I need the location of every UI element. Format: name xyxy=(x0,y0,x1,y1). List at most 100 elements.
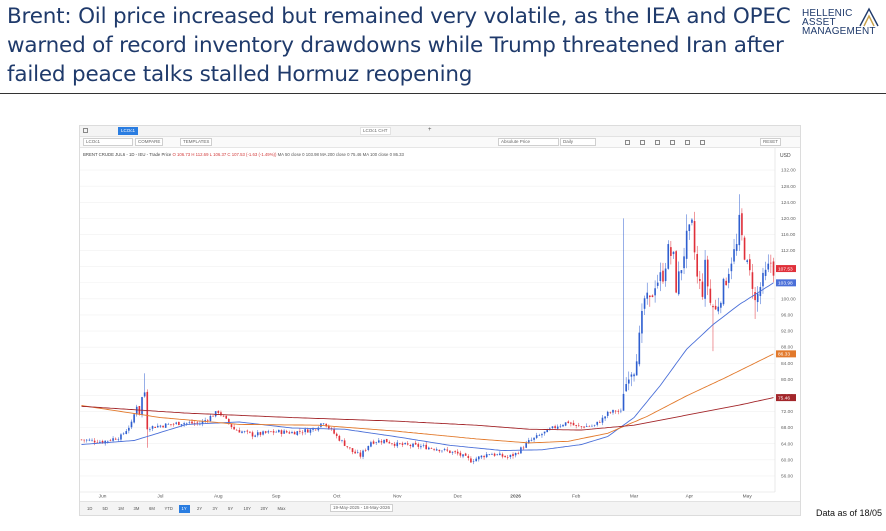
interval-select[interactable]: Daily xyxy=(560,138,596,146)
candle-body xyxy=(228,419,230,424)
candle-body xyxy=(354,451,356,454)
candle-body xyxy=(293,432,296,435)
candle-body xyxy=(517,453,520,454)
settings-icon[interactable] xyxy=(655,140,660,145)
menu-icon[interactable] xyxy=(83,128,88,133)
candle-body xyxy=(683,256,685,269)
candle-body xyxy=(541,434,543,436)
ma-line-ma100 xyxy=(81,353,774,444)
chart-platform-screenshot: LCOc1 LCOc1 CHT + LCOc1 COMPARE TEMPLATE… xyxy=(79,125,801,516)
compare-button[interactable]: COMPARE xyxy=(135,138,164,146)
candle-body xyxy=(425,444,428,450)
range-button-3y[interactable]: 3Y xyxy=(212,506,218,511)
y-tick-label: 124.00 xyxy=(781,200,796,206)
y-tick-label: 120.00 xyxy=(781,216,796,222)
candle-body xyxy=(214,411,217,417)
ma-price-tag-label: 103.98 xyxy=(778,281,793,287)
draw-tool-icon[interactable] xyxy=(625,140,630,145)
ticker-input[interactable]: LCOc1 xyxy=(83,138,133,146)
candle-body xyxy=(330,428,333,429)
candle-body xyxy=(685,230,688,259)
candle-body xyxy=(554,426,556,428)
candle-body xyxy=(322,423,325,425)
candle-body xyxy=(475,458,477,462)
indicator-icon[interactable] xyxy=(640,140,645,145)
candle-body xyxy=(749,259,751,271)
candle-body xyxy=(135,406,138,415)
range-button-10y[interactable]: 10Y xyxy=(243,506,251,511)
logo-line-2: ASSET xyxy=(802,17,836,28)
candle-body xyxy=(246,430,249,432)
ma-price-tag-label: 86.33 xyxy=(778,352,790,358)
range-button-max[interactable]: Max xyxy=(277,506,286,511)
candle-body xyxy=(114,438,117,440)
candle-body xyxy=(301,432,304,434)
templates-button[interactable]: TEMPLATES xyxy=(180,138,213,146)
candle-body xyxy=(472,461,475,462)
candle-body xyxy=(212,415,214,417)
candle-body xyxy=(296,431,299,436)
candle-body xyxy=(533,437,535,440)
candle-body xyxy=(601,417,604,423)
candle-body xyxy=(412,443,414,447)
range-button-2y[interactable]: 2Y xyxy=(197,506,203,511)
y-tick-label: 68.00 xyxy=(781,425,793,431)
candle-body xyxy=(559,425,562,427)
range-button-3m[interactable]: 3M xyxy=(133,506,140,511)
x-tick-label: Feb xyxy=(572,494,581,500)
candle-body xyxy=(599,422,601,423)
layout-icon[interactable] xyxy=(670,140,675,145)
candle-body xyxy=(191,421,193,424)
share-icon[interactable] xyxy=(700,140,705,145)
candle-body xyxy=(499,453,501,456)
range-button-ytd[interactable]: YTD xyxy=(164,506,173,511)
save-icon[interactable] xyxy=(685,140,690,145)
candle-body xyxy=(646,292,649,299)
y-tick-label: 56.00 xyxy=(781,474,793,480)
tab-lcoc1[interactable]: LCOc1 xyxy=(118,127,139,135)
candle-body xyxy=(130,421,133,428)
x-tick-label: Jul xyxy=(157,494,163,500)
candle-body xyxy=(638,332,641,365)
candle-body xyxy=(762,272,764,287)
range-button-1d[interactable]: 1D xyxy=(87,506,93,511)
candle-body xyxy=(122,433,125,435)
candle-body xyxy=(328,425,330,429)
y-tick-label: 64.00 xyxy=(781,441,793,447)
logo-mark-icon xyxy=(859,7,879,27)
candle-body xyxy=(396,442,399,447)
range-button-5d[interactable]: 5D xyxy=(102,506,108,511)
candle-body xyxy=(367,445,370,451)
candle-body xyxy=(91,439,93,441)
range-button-1y[interactable]: 1Y xyxy=(178,505,190,513)
candle-body xyxy=(649,295,651,298)
candle-body xyxy=(704,259,706,299)
candle-body xyxy=(222,415,225,417)
candle-body xyxy=(96,442,99,444)
candle-body xyxy=(493,453,496,456)
candle-body xyxy=(185,422,188,424)
range-button-5y[interactable]: 5Y xyxy=(228,506,234,511)
candle-body xyxy=(375,442,378,443)
candle-body xyxy=(85,439,88,441)
candle-body xyxy=(477,456,480,460)
ma-line-ma200 xyxy=(81,397,774,431)
candle-body xyxy=(464,453,467,456)
candle-body xyxy=(275,431,278,433)
candle-body xyxy=(178,421,180,426)
candle-body xyxy=(225,415,228,419)
range-button-20y[interactable]: 20Y xyxy=(260,506,268,511)
date-range-field[interactable]: 19-May-2025 - 18-May-2026 xyxy=(330,504,394,512)
range-button-1m[interactable]: 1M xyxy=(118,506,124,511)
last-price-tag xyxy=(776,265,796,273)
candle-body xyxy=(462,454,464,457)
candle-body xyxy=(251,432,254,437)
add-tab-icon[interactable]: + xyxy=(428,127,432,133)
range-button-6m[interactable]: 6M xyxy=(149,506,155,511)
price-chart[interactable]: 56.0060.0064.0068.0072.0076.0080.0084.00… xyxy=(80,148,800,500)
candle-body xyxy=(338,435,341,441)
price-mode-select[interactable]: Absolute Price xyxy=(498,138,559,146)
reset-button[interactable]: RESET xyxy=(760,138,782,146)
axis-layer: 56.0060.0064.0068.0072.0076.0080.0084.00… xyxy=(80,148,796,500)
tab-lcoc1-cht[interactable]: LCOc1 CHT xyxy=(360,127,391,135)
